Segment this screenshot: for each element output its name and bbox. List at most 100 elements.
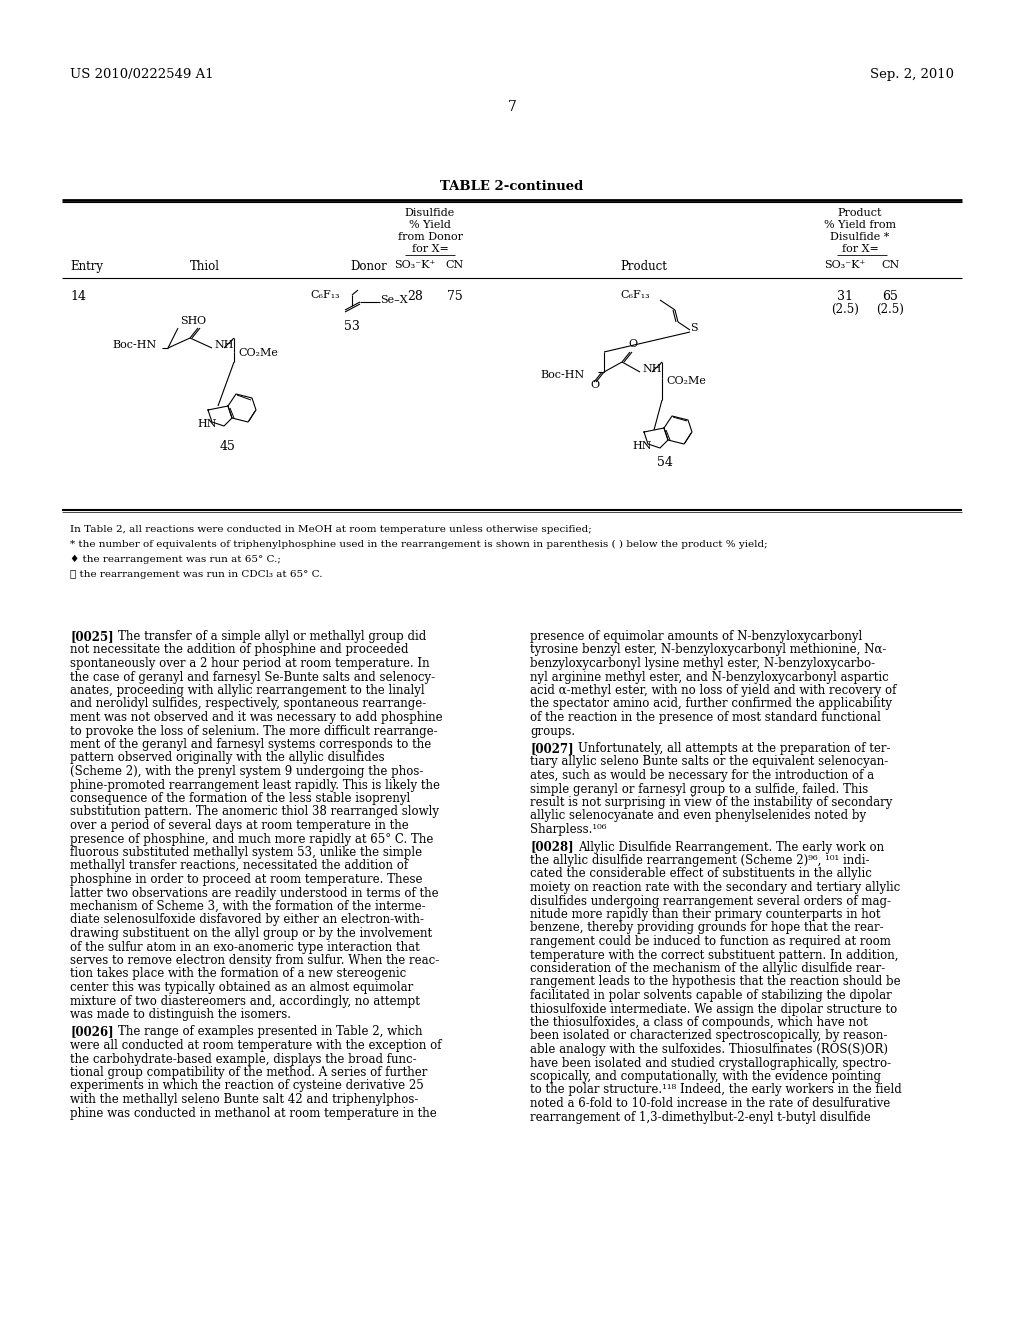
Text: consequence of the formation of the less stable isoprenyl: consequence of the formation of the less…	[70, 792, 411, 805]
Text: temperature with the correct substituent pattern. In addition,: temperature with the correct substituent…	[530, 949, 898, 961]
Text: 31: 31	[837, 290, 853, 304]
Text: TABLE 2-continued: TABLE 2-continued	[440, 180, 584, 193]
Text: ★ the rearrangement was run in CDCl₃ at 65° C.: ★ the rearrangement was run in CDCl₃ at …	[70, 570, 323, 579]
Text: scopically, and computationally, with the evidence pointing: scopically, and computationally, with th…	[530, 1071, 881, 1082]
Text: mixture of two diastereomers and, accordingly, no attempt: mixture of two diastereomers and, accord…	[70, 994, 420, 1007]
Text: tiary allylic seleno Bunte salts or the equivalent selenocyan-: tiary allylic seleno Bunte salts or the …	[530, 755, 888, 768]
Text: fluorous substituted methallyl system 53, unlike the simple: fluorous substituted methallyl system 53…	[70, 846, 422, 859]
Text: 53: 53	[344, 319, 360, 333]
Text: 75: 75	[447, 290, 463, 304]
Text: were all conducted at room temperature with the exception of: were all conducted at room temperature w…	[70, 1039, 441, 1052]
Text: CO₂Me: CO₂Me	[666, 376, 706, 385]
Text: nyl arginine methyl ester, and N-benzyloxycarbonyl aspartic: nyl arginine methyl ester, and N-benzylo…	[530, 671, 889, 684]
Text: [0025]: [0025]	[70, 630, 114, 643]
Text: the allylic disulfide rearrangement (Scheme 2)⁹⁶, ¹⁰¹ indi-: the allylic disulfide rearrangement (Sch…	[530, 854, 869, 867]
Text: over a period of several days at room temperature in the: over a period of several days at room te…	[70, 818, 409, 832]
Text: for X=: for X=	[842, 244, 879, 253]
Text: SO₃⁻K⁺: SO₃⁻K⁺	[824, 260, 865, 271]
Text: for X=: for X=	[412, 244, 449, 253]
Text: serves to remove electron density from sulfur. When the reac-: serves to remove electron density from s…	[70, 954, 439, 968]
Text: Disulfide: Disulfide	[404, 209, 455, 218]
Text: HN: HN	[632, 441, 651, 451]
Text: with the methallyl seleno Bunte salt 42 and triphenylphos-: with the methallyl seleno Bunte salt 42 …	[70, 1093, 419, 1106]
Text: C₆F₁₃: C₆F₁₃	[310, 290, 340, 300]
Text: the case of geranyl and farnesyl Se-Bunte salts and selenocy-: the case of geranyl and farnesyl Se-Bunt…	[70, 671, 435, 684]
Text: 54: 54	[657, 455, 673, 469]
Text: latter two observations are readily understood in terms of the: latter two observations are readily unde…	[70, 887, 438, 899]
Text: tyrosine benzyl ester, N-benzyloxycarbonyl methionine, Nα-: tyrosine benzyl ester, N-benzyloxycarbon…	[530, 644, 887, 656]
Text: C₆F₁₃: C₆F₁₃	[620, 290, 649, 300]
Text: [0028]: [0028]	[530, 841, 573, 854]
Text: facilitated in polar solvents capable of stabilizing the dipolar: facilitated in polar solvents capable of…	[530, 989, 892, 1002]
Text: Unfortunately, all attempts at the preparation of ter-: Unfortunately, all attempts at the prepa…	[578, 742, 891, 755]
Text: [0027]: [0027]	[530, 742, 573, 755]
Text: Product: Product	[838, 209, 883, 218]
Text: been isolated or characterized spectroscopically, by reason-: been isolated or characterized spectrosc…	[530, 1030, 888, 1043]
Text: phine-promoted rearrangement least rapidly. This is likely the: phine-promoted rearrangement least rapid…	[70, 779, 440, 792]
Text: to provoke the loss of selenium. The more difficult rearrange-: to provoke the loss of selenium. The mor…	[70, 725, 437, 738]
Text: thiosulfoxide intermediate. We assign the dipolar structure to: thiosulfoxide intermediate. We assign th…	[530, 1002, 897, 1015]
Text: CO₂Me: CO₂Me	[238, 348, 278, 358]
Text: of the sulfur atom in an exo-anomeric type interaction that: of the sulfur atom in an exo-anomeric ty…	[70, 940, 420, 953]
Text: ment of the geranyl and farnesyl systems corresponds to the: ment of the geranyl and farnesyl systems…	[70, 738, 431, 751]
Text: tional group compatibility of the method. A series of further: tional group compatibility of the method…	[70, 1067, 427, 1078]
Text: The transfer of a simple allyl or methallyl group did: The transfer of a simple allyl or methal…	[118, 630, 426, 643]
Text: ates, such as would be necessary for the introduction of a: ates, such as would be necessary for the…	[530, 770, 874, 781]
Text: Boc-HN: Boc-HN	[112, 341, 157, 350]
Text: diate selenosulfoxide disfavored by either an electron-with-: diate selenosulfoxide disfavored by eith…	[70, 913, 424, 927]
Text: anates, proceeding with allylic rearrangement to the linalyl: anates, proceeding with allylic rearrang…	[70, 684, 425, 697]
Text: Entry: Entry	[70, 260, 103, 273]
Text: mechanism of Scheme 3, with the formation of the interme-: mechanism of Scheme 3, with the formatio…	[70, 900, 426, 913]
Text: O: O	[590, 380, 599, 389]
Text: Sep. 2, 2010: Sep. 2, 2010	[870, 69, 954, 81]
Text: % Yield: % Yield	[409, 220, 451, 230]
Text: center this was typically obtained as an almost equimolar: center this was typically obtained as an…	[70, 981, 414, 994]
Text: methallyl transfer reactions, necessitated the addition of: methallyl transfer reactions, necessitat…	[70, 859, 409, 873]
Text: phosphine in order to proceed at room temperature. These: phosphine in order to proceed at room te…	[70, 873, 423, 886]
Text: benzyloxycarbonyl lysine methyl ester, N-benzyloxycarbo-: benzyloxycarbonyl lysine methyl ester, N…	[530, 657, 876, 671]
Text: 65: 65	[882, 290, 898, 304]
Text: presence of equimolar amounts of N-benzyloxycarbonyl: presence of equimolar amounts of N-benzy…	[530, 630, 862, 643]
Text: substitution pattern. The anomeric thiol 38 rearranged slowly: substitution pattern. The anomeric thiol…	[70, 805, 439, 818]
Text: CN: CN	[881, 260, 899, 271]
Text: benzene, thereby providing grounds for hope that the rear-: benzene, thereby providing grounds for h…	[530, 921, 884, 935]
Text: S: S	[690, 323, 697, 333]
Text: able analogy with the sulfoxides. Thiosulfinates (ROS(S)OR): able analogy with the sulfoxides. Thiosu…	[530, 1043, 888, 1056]
Text: presence of phosphine, and much more rapidly at 65° C. The: presence of phosphine, and much more rap…	[70, 833, 433, 846]
Text: US 2010/0222549 A1: US 2010/0222549 A1	[70, 69, 214, 81]
Text: 7: 7	[508, 100, 516, 114]
Text: SH: SH	[180, 315, 198, 326]
Text: Disulfide *: Disulfide *	[830, 232, 890, 242]
Text: tion takes place with the formation of a new stereogenic: tion takes place with the formation of a…	[70, 968, 407, 981]
Text: the spectator amino acid, further confirmed the applicability: the spectator amino acid, further confir…	[530, 697, 892, 710]
Text: nitude more rapidly than their primary counterparts in hot: nitude more rapidly than their primary c…	[530, 908, 881, 921]
Text: rangement leads to the hypothesis that the reaction should be: rangement leads to the hypothesis that t…	[530, 975, 901, 989]
Text: of the reaction in the presence of most standard functional: of the reaction in the presence of most …	[530, 711, 881, 723]
Text: simple geranyl or farnesyl group to a sulfide, failed. This: simple geranyl or farnesyl group to a su…	[530, 783, 868, 796]
Text: disulfides undergoing rearrangement several orders of mag-: disulfides undergoing rearrangement seve…	[530, 895, 891, 908]
Text: rearrangement of 1,3-dimethylbut-2-enyl t-butyl disulfide: rearrangement of 1,3-dimethylbut-2-enyl …	[530, 1110, 870, 1123]
Text: moiety on reaction rate with the secondary and tertiary allylic: moiety on reaction rate with the seconda…	[530, 880, 900, 894]
Text: (2.5): (2.5)	[831, 304, 859, 315]
Text: the carbohydrate-based example, displays the broad func-: the carbohydrate-based example, displays…	[70, 1052, 417, 1065]
Text: rangement could be induced to function as required at room: rangement could be induced to function a…	[530, 935, 891, 948]
Text: spontaneously over a 2 hour period at room temperature. In: spontaneously over a 2 hour period at ro…	[70, 657, 430, 671]
Text: and nerolidyl sulfides, respectively, spontaneous rearrange-: and nerolidyl sulfides, respectively, sp…	[70, 697, 426, 710]
Text: CN: CN	[445, 260, 464, 271]
Text: cated the considerable effect of substituents in the allylic: cated the considerable effect of substit…	[530, 867, 871, 880]
Text: NH: NH	[642, 364, 662, 374]
Text: experiments in which the reaction of cysteine derivative 25: experiments in which the reaction of cys…	[70, 1080, 424, 1093]
Text: Product: Product	[620, 260, 667, 273]
Text: ment was not observed and it was necessary to add phosphine: ment was not observed and it was necessa…	[70, 711, 442, 723]
Text: 45: 45	[220, 440, 236, 453]
Text: was made to distinguish the isomers.: was made to distinguish the isomers.	[70, 1008, 291, 1020]
Text: O: O	[628, 339, 637, 348]
Text: acid α-methyl ester, with no loss of yield and with recovery of: acid α-methyl ester, with no loss of yie…	[530, 684, 896, 697]
Text: from Donor: from Donor	[397, 232, 463, 242]
Text: (Scheme 2), with the prenyl system 9 undergoing the phos-: (Scheme 2), with the prenyl system 9 und…	[70, 766, 423, 777]
Text: consideration of the mechanism of the allylic disulfide rear-: consideration of the mechanism of the al…	[530, 962, 886, 975]
Text: phine was conducted in methanol at room temperature in the: phine was conducted in methanol at room …	[70, 1106, 437, 1119]
Text: HN: HN	[197, 418, 216, 429]
Text: allylic selenocyanate and even phenylselenides noted by: allylic selenocyanate and even phenylsel…	[530, 809, 866, 822]
Text: ♦ the rearrangement was run at 65° C.;: ♦ the rearrangement was run at 65° C.;	[70, 554, 281, 564]
